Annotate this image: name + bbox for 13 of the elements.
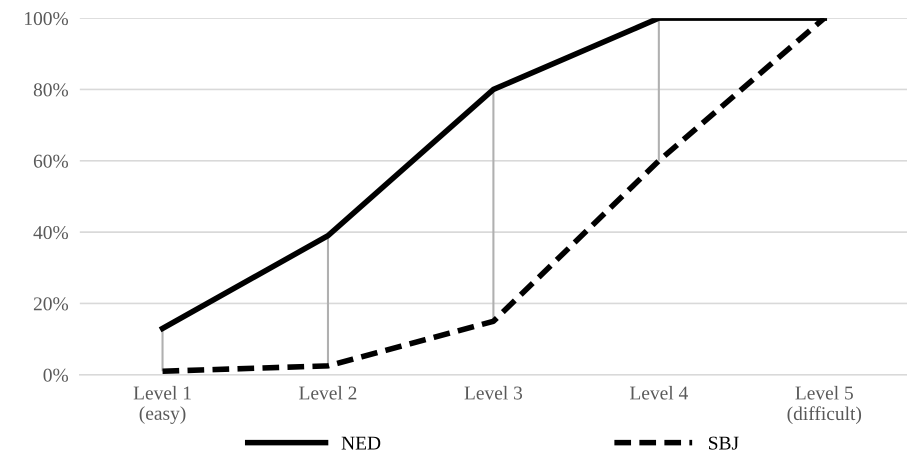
- y-tick-label: 60%: [34, 154, 68, 168]
- y-tick-label: 20%: [34, 297, 68, 310]
- x-tick-label: Level 4: [630, 386, 688, 400]
- legend-label: SBJ: [709, 436, 739, 450]
- y-tick-label: 80%: [34, 83, 68, 96]
- x-tick-label: Level 1 (easy): [134, 386, 191, 424]
- x-tick-label: Level 5 (difficult): [788, 386, 862, 424]
- y-tick-label: 0%: [44, 368, 68, 382]
- y-tick-label: 100%: [25, 12, 68, 26]
- x-tick-label: Level 2: [299, 386, 356, 400]
- y-tick-label: 40%: [33, 226, 68, 240]
- legend-label: NED: [342, 436, 380, 450]
- x-tick-label: Level 3: [464, 386, 522, 400]
